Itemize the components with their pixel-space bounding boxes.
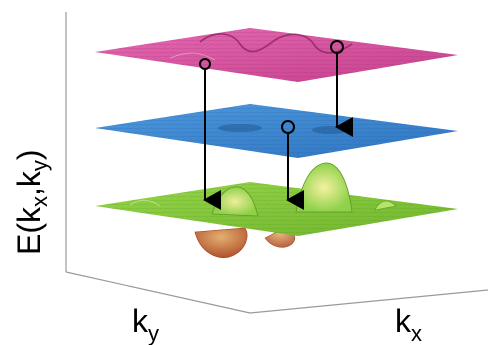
axis-box [65, 12, 488, 314]
top-right-circle-marker [330, 40, 344, 54]
ky-axis-line [65, 271, 251, 314]
svg-text:E(kx,ky): E(kx,ky) [11, 149, 52, 255]
kx-axis-line [249, 289, 488, 314]
middle-surface [95, 104, 458, 158]
transition-arrows [199, 40, 353, 210]
middle-circle-marker [281, 120, 295, 134]
top-left-circle-marker [199, 58, 211, 70]
ky-axis-label: ky [132, 303, 159, 345]
top-surface [95, 28, 458, 82]
kx-axis-label: kx [395, 303, 422, 345]
bottom-surface [95, 162, 458, 258]
energy-axis-label: E(kx,ky) [11, 149, 52, 255]
